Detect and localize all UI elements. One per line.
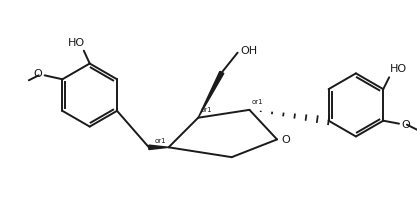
Text: or1: or1	[155, 138, 167, 144]
Text: HO: HO	[390, 64, 407, 74]
Text: HO: HO	[68, 38, 85, 48]
Text: OH: OH	[241, 46, 258, 56]
Polygon shape	[149, 145, 168, 149]
Text: or1: or1	[252, 99, 263, 105]
Text: O: O	[401, 120, 410, 130]
Polygon shape	[198, 71, 224, 118]
Text: O: O	[33, 69, 42, 79]
Text: or1: or1	[200, 107, 212, 113]
Text: O: O	[281, 135, 290, 145]
